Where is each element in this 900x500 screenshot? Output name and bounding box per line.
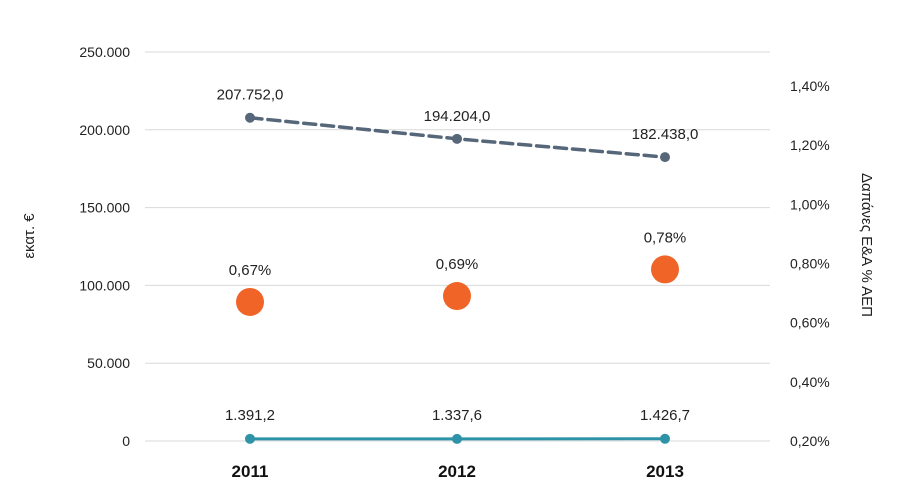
y-axis-ticks: 0 50.000 100.000 150.000 200.000 250.000 bbox=[79, 44, 130, 449]
data-label-2: 0,78% bbox=[644, 229, 687, 246]
data-label-1: 1.337,6 bbox=[432, 407, 482, 424]
y-tick-label: 0 bbox=[122, 433, 130, 449]
data-label-2: 0,69% bbox=[436, 256, 479, 273]
x-axis-ticks: 2011 2012 2013 bbox=[232, 462, 684, 481]
y-tick-label: 250.000 bbox=[79, 44, 130, 60]
data-label-0: 194.204,0 bbox=[424, 108, 491, 125]
y2-axis-ticks: 0,20% 0,40% 0,60% 0,80% 1,00% 1,20% 1,40% bbox=[790, 78, 830, 449]
y2-axis-label: Δαπάνες Ε&Α % ΑΕΠ bbox=[858, 173, 875, 317]
series-point-1 bbox=[245, 433, 255, 444]
series-point-0 bbox=[660, 152, 670, 163]
x-tick-label: 2013 bbox=[646, 462, 684, 481]
y2-tick-label: 1,00% bbox=[790, 196, 830, 212]
series-marker-2 bbox=[236, 287, 264, 316]
y-tick-label: 50.000 bbox=[87, 355, 130, 371]
series-point-0 bbox=[245, 112, 255, 123]
data-label-2: 0,67% bbox=[229, 262, 272, 279]
data-label-0: 182.438,0 bbox=[632, 126, 699, 143]
series-marker-2 bbox=[443, 282, 471, 311]
data-label-1: 1.426,7 bbox=[640, 407, 690, 424]
y2-tick-label: 1,40% bbox=[790, 78, 830, 94]
data-label-0: 207.752,0 bbox=[217, 87, 284, 104]
series-group bbox=[236, 112, 679, 444]
y2-tick-label: 0,40% bbox=[790, 374, 830, 390]
y-tick-label: 100.000 bbox=[79, 277, 130, 293]
y-tick-label: 200.000 bbox=[79, 122, 130, 138]
data-label-1: 1.391,2 bbox=[225, 407, 275, 424]
y2-tick-label: 0,20% bbox=[790, 433, 830, 449]
y-axis-label: εκατ. € bbox=[21, 213, 38, 259]
x-tick-label: 2012 bbox=[438, 462, 476, 481]
data-labels: 207.752,0 194.204,0 182.438,0 1.391,2 1.337,… bbox=[217, 87, 699, 424]
series-point-1 bbox=[660, 433, 670, 444]
y2-tick-label: 0,60% bbox=[790, 315, 830, 331]
series-point-0 bbox=[452, 133, 462, 144]
series-point-1 bbox=[452, 433, 462, 444]
y-tick-label: 150.000 bbox=[79, 200, 130, 216]
y2-tick-label: 0,80% bbox=[790, 256, 830, 272]
series-marker-2 bbox=[651, 255, 679, 284]
y2-tick-label: 1,20% bbox=[790, 137, 830, 153]
x-tick-label: 2011 bbox=[232, 462, 269, 481]
